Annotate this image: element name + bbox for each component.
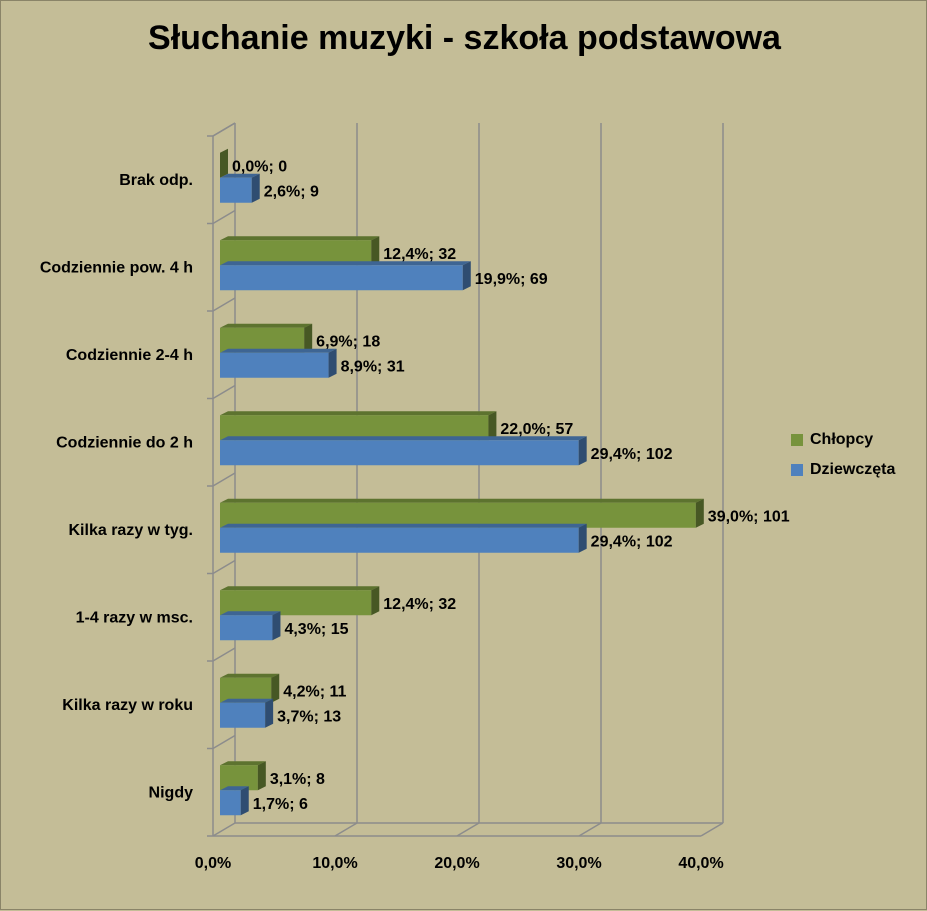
gridline-floor [456,822,480,837]
data-label: 0,0%; 0 [232,158,287,175]
data-label: 19,9%; 69 [475,271,548,288]
category-label: 1-4 razy w msc. [76,609,193,626]
bar-girls [220,265,463,291]
x-tick-label: 20,0% [434,855,479,872]
bar-boys [220,327,305,353]
side-wall-line [212,559,236,575]
legend-item: Chłopcy [791,425,895,455]
category-label: Brak odp. [119,172,193,189]
legend-item: Dziewczęta [791,455,895,485]
side-wall-line [212,384,236,400]
side-wall-line [212,209,236,225]
gridline-floor [578,822,602,837]
bar-girls-side [272,611,281,641]
side-wall-line [212,734,236,750]
data-label: 22,0%; 57 [500,421,573,438]
bar-boys [220,502,696,528]
legend-swatch [791,464,803,476]
bar-girls [220,177,252,203]
bar-boys-top [220,411,497,416]
bar-girls-top [220,786,249,791]
bar-boys [220,590,372,616]
legend-label: Chłopcy [810,431,874,448]
bar-girls [220,790,241,816]
bar-girls-top [220,698,274,703]
data-label: 4,2%; 11 [283,683,346,700]
data-label: 6,9%; 18 [316,333,380,350]
bar-boys-side [371,236,380,266]
category-label: Nigdy [149,784,194,801]
bar-boys-side [371,586,380,616]
legend: Chłopcy Dziewczęta [791,425,895,485]
bar-boys-side [271,673,280,703]
legend-label: Dziewczęta [810,461,896,478]
bar-boys [220,765,258,791]
bar-girls-side [578,436,587,466]
bar-girls-top [220,611,281,616]
bar-girls-side [328,348,337,378]
bar-boys-side [257,761,266,791]
bar-boys [220,240,372,266]
x-tick-label: 30,0% [556,855,601,872]
x-tick-label: 40,0% [678,855,723,872]
category-label: Codziennie do 2 h [56,434,193,451]
data-label: 3,1%; 8 [270,771,325,788]
bar-boys-side [695,498,704,528]
category-label: Codziennie 2-4 h [66,347,193,364]
bar-girls-top [220,523,587,528]
bar-girls-top [220,261,471,266]
bar-boys-top [220,761,266,766]
bar-boys-side [220,148,228,178]
bar-boys [220,415,489,441]
data-label: 39,0%; 101 [708,508,790,525]
bar-girls-side [265,698,274,728]
bar-girls [220,702,266,728]
side-wall-line [212,472,236,487]
bar-boys-top [220,323,313,328]
data-label: 8,9%; 31 [341,358,405,375]
bar-girls [220,352,329,378]
bar-girls-side [251,173,260,203]
legend-swatch [791,434,803,446]
side-wall-line [212,647,236,662]
bar-girls-side [462,261,471,291]
gridline-floor [700,822,724,837]
category-label: Kilka razy w tyg. [69,522,194,539]
bar-girls [220,527,579,553]
data-label: 12,4%; 32 [383,596,456,613]
x-tick-label: 10,0% [312,855,357,872]
bar-girls-side [240,786,249,816]
category-label: Codziennie pow. 4 h [40,259,193,276]
data-label: 12,4%; 32 [383,246,456,263]
bar-boys-side [488,411,497,441]
bar-girls-top [220,436,587,441]
category-label: Kilka razy w roku [62,697,193,714]
bar-girls [220,615,273,641]
bar-boys-side [304,323,313,353]
data-label: 3,7%; 13 [277,708,341,725]
side-wall-line [212,297,236,312]
bar-boys-top [220,673,280,678]
bar-boys [220,677,272,703]
data-label: 4,3%; 15 [284,621,348,638]
bar-girls [220,440,579,466]
data-label: 29,4%; 102 [591,533,673,550]
bar-girls-top [220,173,260,178]
bar-boys-top [220,586,380,591]
gridline-floor [212,822,236,837]
bar-girls-top [220,348,337,353]
bar-boys-top [220,236,380,241]
gridline-floor [334,822,358,837]
data-label: 29,4%; 102 [591,446,673,463]
data-label: 1,7%; 6 [253,796,308,813]
side-wall-line [212,122,236,137]
bar-boys-top [220,498,704,503]
bar-girls-side [578,523,587,553]
chart-title: Słuchanie muzyki - szkoła podstawowa [148,19,781,57]
x-tick-label: 0,0% [195,855,231,872]
data-label: 2,6%; 9 [264,183,319,200]
